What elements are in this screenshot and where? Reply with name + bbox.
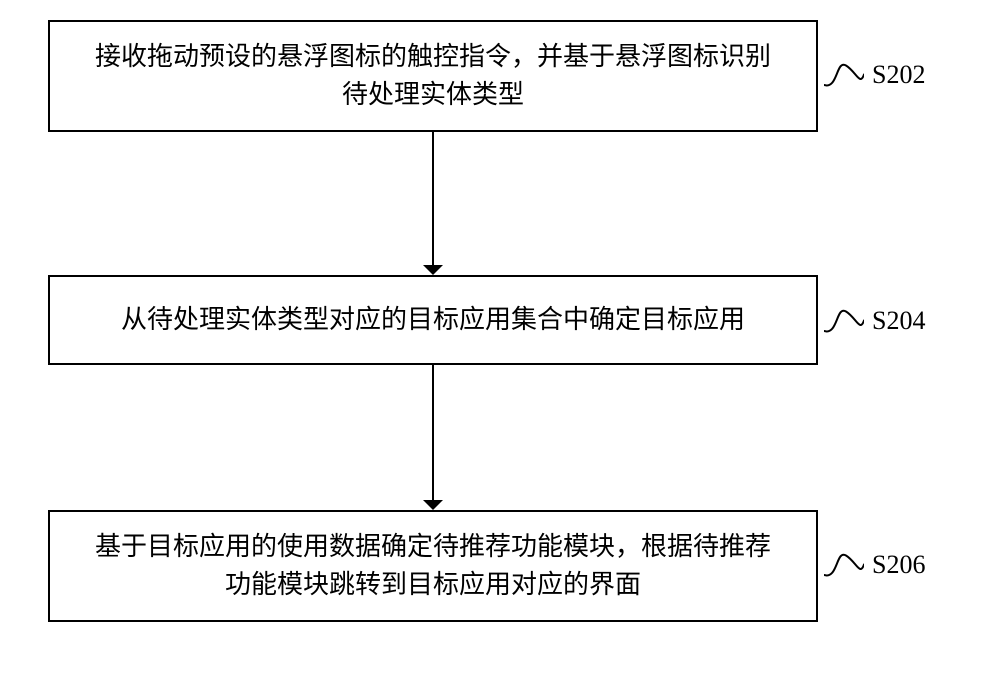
step-label-2-text: S204 [872, 306, 925, 336]
step-label-1: S202 [824, 58, 864, 88]
step-label-2: S204 [824, 304, 864, 334]
step-label-3-text: S206 [872, 550, 925, 580]
edge-1-line [432, 132, 434, 265]
edge-2-line [432, 365, 434, 500]
edge-1-arrow [423, 265, 443, 275]
step-label-1-curve [824, 58, 864, 88]
step-label-3-curve [824, 548, 864, 578]
flow-node-2-text: 从待处理实体类型对应的目标应用集合中确定目标应用 [105, 295, 761, 345]
flow-node-1: 接收拖动预设的悬浮图标的触控指令，并基于悬浮图标识别 待处理实体类型 [48, 20, 818, 132]
step-label-1-text: S202 [872, 60, 925, 90]
flow-node-1-text: 接收拖动预设的悬浮图标的触控指令，并基于悬浮图标识别 待处理实体类型 [79, 32, 787, 119]
edge-2-arrow [423, 500, 443, 510]
step-label-2-curve [824, 304, 864, 334]
step-label-3: S206 [824, 548, 864, 578]
flow-node-2: 从待处理实体类型对应的目标应用集合中确定目标应用 [48, 275, 818, 365]
flow-node-3: 基于目标应用的使用数据确定待推荐功能模块，根据待推荐 功能模块跳转到目标应用对应… [48, 510, 818, 622]
flow-node-3-text: 基于目标应用的使用数据确定待推荐功能模块，根据待推荐 功能模块跳转到目标应用对应… [79, 522, 787, 609]
